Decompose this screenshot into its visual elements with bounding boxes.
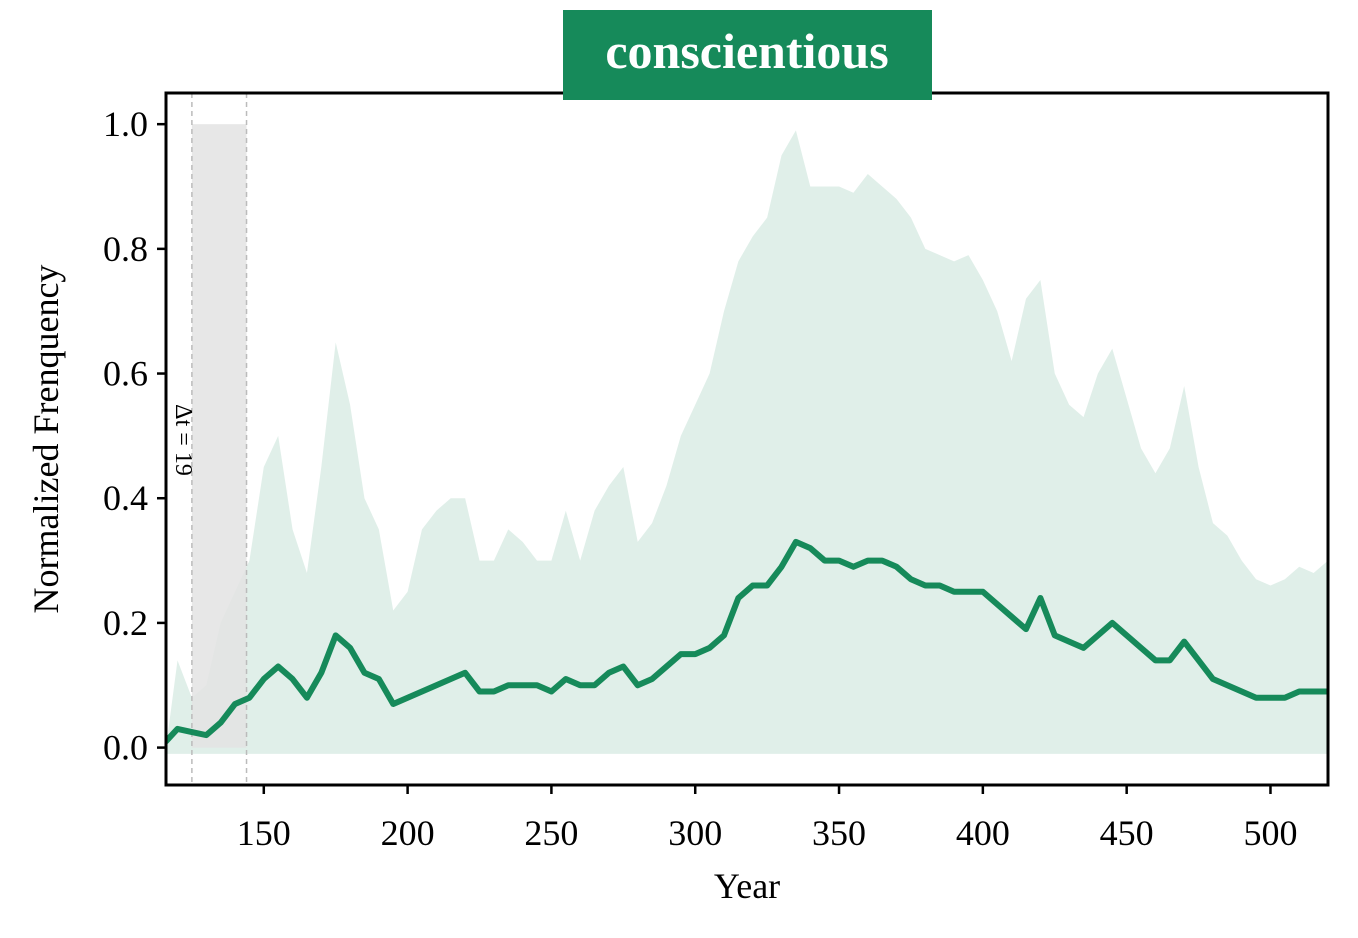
title-box — [563, 10, 932, 100]
y-tick-label: 1.0 — [103, 104, 148, 144]
x-tick-label: 400 — [956, 813, 1010, 853]
span-region — [191, 124, 247, 748]
x-tick-label: 250 — [524, 813, 578, 853]
x-tick-label: 450 — [1100, 813, 1154, 853]
chart-title: conscientious — [605, 23, 888, 79]
y-tick-label: 0.2 — [103, 603, 148, 643]
x-tick-label: 350 — [812, 813, 866, 853]
mean-line — [166, 538, 1328, 745]
plot-area — [166, 93, 1328, 785]
y-tick-label: 0.8 — [103, 229, 148, 269]
y-tick-label: 0.0 — [103, 728, 148, 768]
x-tick-label: 500 — [1243, 813, 1297, 853]
y-tick-label: 0.4 — [103, 478, 148, 518]
x-tick-label: 150 — [237, 813, 291, 853]
x-tick-label: 200 — [381, 813, 435, 853]
x-axis-label: Year — [714, 866, 780, 906]
y-axis-label: Normalized Frenquency — [26, 265, 66, 614]
x-tick-label: 300 — [668, 813, 722, 853]
y-tick-label: 0.6 — [103, 354, 148, 394]
span-annotation: Δt = 19 — [170, 404, 196, 476]
